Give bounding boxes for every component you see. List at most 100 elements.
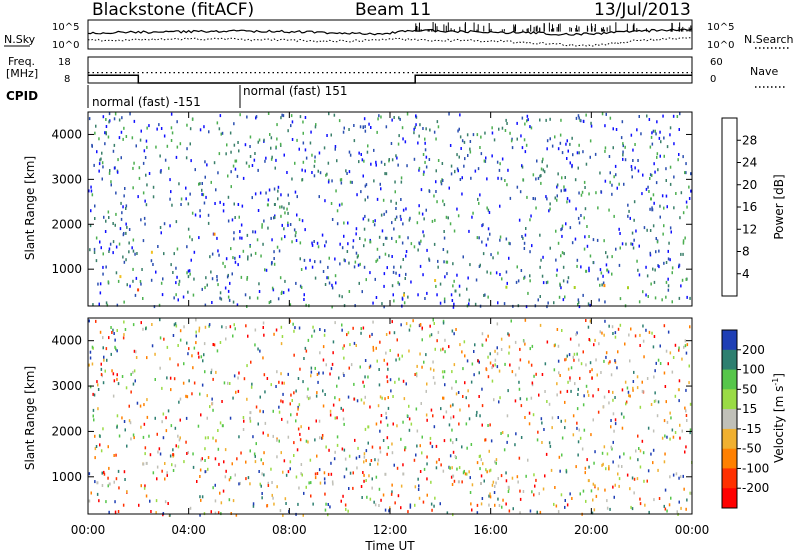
scatter-cell (94, 131, 96, 135)
scatter-cell (343, 448, 346, 452)
scatter-cell (481, 497, 484, 500)
scatter-cell (685, 414, 688, 417)
scatter-cell (519, 489, 521, 493)
scatter-cell (435, 444, 438, 448)
scatter-cell (636, 128, 638, 132)
scatter-cell (678, 348, 680, 352)
scatter-cell (316, 391, 318, 395)
scatter-cell (433, 504, 435, 508)
band-cell (266, 203, 269, 207)
velocity-colorbar-swatch (722, 428, 737, 450)
scatter-cell (637, 434, 639, 438)
scatter-cell (458, 155, 460, 159)
scatter-cell (594, 450, 596, 454)
scatter-cell (376, 258, 379, 262)
scatter-cell (115, 453, 117, 457)
scatter-cell (673, 206, 675, 210)
scatter-cell (343, 234, 345, 238)
scatter-cell (107, 135, 110, 139)
scatter-cell (384, 162, 386, 166)
scatter-cell (185, 416, 188, 420)
scatter-cell (618, 484, 620, 488)
scatter-cell (223, 381, 226, 385)
scatter-cell (143, 216, 146, 220)
scatter-cell (265, 268, 268, 272)
scatter-cell (173, 252, 175, 256)
scatter-cell (428, 189, 431, 193)
scatter-cell (299, 284, 302, 288)
scatter-cell (330, 472, 333, 476)
scatter-cell (375, 296, 378, 299)
scatter-cell (220, 297, 223, 301)
scatter-cell (132, 279, 134, 283)
scatter-cell (633, 491, 635, 495)
scatter-cell (572, 433, 575, 437)
scatter-cell (478, 360, 480, 364)
scatter-cell (501, 277, 503, 281)
scatter-cell (602, 281, 605, 285)
scatter-cell (420, 188, 423, 192)
scatter-cell (490, 439, 493, 443)
scatter-cell (440, 182, 443, 186)
scatter-cell (264, 159, 266, 163)
scatter-cell (344, 457, 347, 461)
scatter-cell (209, 405, 211, 409)
scatter-cell (469, 491, 472, 494)
band-cell (402, 472, 405, 476)
scatter-cell (376, 359, 378, 363)
scatter-cell (96, 150, 98, 154)
scatter-cell (607, 361, 610, 365)
scatter-cell (134, 252, 136, 256)
scatter-cell (408, 428, 411, 432)
scatter-cell (685, 388, 687, 392)
scatter-cell (234, 473, 236, 477)
scatter-cell (376, 247, 379, 251)
scatter-cell (644, 503, 646, 507)
scatter-cell (291, 138, 294, 141)
scatter-cell (444, 383, 446, 387)
scatter-cell (363, 384, 365, 388)
scatter-cell (325, 502, 327, 506)
scatter-cell (399, 214, 402, 218)
scatter-cell (295, 475, 298, 479)
scatter-cell (612, 127, 614, 131)
scatter-cell (199, 209, 201, 213)
scatter-cell (551, 416, 554, 420)
scatter-cell (567, 149, 569, 153)
scatter-cell (116, 329, 118, 332)
scatter-cell (207, 213, 210, 217)
scatter-cell (250, 253, 252, 257)
scatter-cell (178, 282, 180, 286)
scatter-cell (363, 117, 366, 121)
scatter-cell (114, 223, 116, 227)
power-colorbar-tick-label: 8 (742, 245, 750, 259)
scatter-cell (667, 330, 670, 334)
scatter-cell (359, 262, 361, 266)
scatter-cell (168, 166, 170, 170)
scatter-cell (545, 195, 547, 199)
scatter-cell (401, 241, 404, 245)
scatter-cell (600, 371, 602, 374)
scatter-cell (475, 278, 478, 282)
scatter-cell (128, 228, 131, 231)
scatter-cell (421, 451, 423, 455)
scatter-cell (262, 242, 264, 246)
scatter-cell (113, 480, 115, 484)
scatter-cell (374, 458, 376, 462)
band-cell (650, 197, 652, 201)
scatter-cell (102, 265, 104, 269)
scatter-cell (233, 231, 235, 235)
scatter-cell (115, 245, 118, 249)
scatter-cell (539, 295, 541, 298)
scatter-cell (261, 496, 263, 500)
scatter-cell (122, 137, 124, 141)
scatter-cell (343, 475, 346, 479)
scatter-cell (525, 474, 527, 478)
scatter-cell (336, 416, 338, 420)
scatter-cell (270, 467, 272, 471)
scatter-cell (104, 369, 106, 373)
scatter-cell (263, 219, 265, 223)
scatter-cell (619, 232, 621, 235)
scatter-cell (610, 373, 613, 377)
scatter-cell (622, 142, 624, 146)
